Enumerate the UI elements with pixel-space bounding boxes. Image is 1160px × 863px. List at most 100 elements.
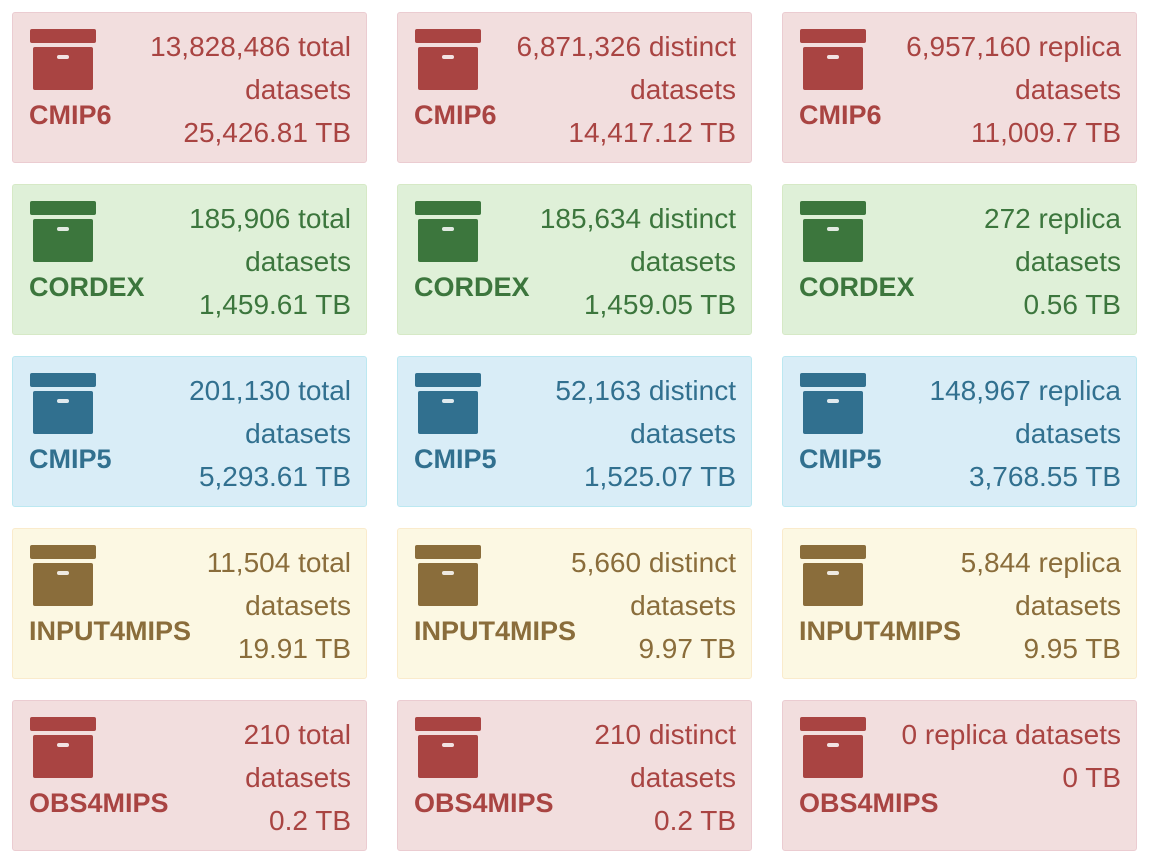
stat-text: 0 replica datasets 0 TB bbox=[902, 713, 1121, 799]
stat-count: 11,504 total bbox=[206, 547, 351, 578]
stat-card-obs4mips-total: OBS4MIPS 210 total datasets 0.2 TB bbox=[12, 700, 367, 851]
stat-card-cmip6-total: CMIP6 13,828,486 total datasets 25,426.8… bbox=[12, 12, 367, 163]
stat-count: 185,906 total bbox=[189, 203, 351, 234]
stat-count: 210 distinct bbox=[594, 719, 736, 750]
project-name: CMIP6 bbox=[29, 100, 112, 130]
stat-unit: datasets bbox=[245, 418, 351, 449]
archive-box-icon bbox=[800, 201, 866, 262]
stat-card-input4mips-replica: INPUT4MIPS 5,844 replica datasets 9.95 T… bbox=[782, 528, 1137, 679]
stat-card-cordex-replica: CORDEX 272 replica datasets 0.56 TB bbox=[782, 184, 1137, 335]
project-name: OBS4MIPS bbox=[414, 788, 554, 818]
stat-size: 0 TB bbox=[1062, 762, 1121, 793]
stat-text: 148,967 replica datasets 3,768.55 TB bbox=[930, 369, 1121, 498]
stat-unit: datasets bbox=[245, 590, 351, 621]
project-name: INPUT4MIPS bbox=[799, 616, 962, 646]
project-name: OBS4MIPS bbox=[29, 788, 169, 818]
stat-unit: datasets bbox=[245, 246, 351, 277]
stat-count: 272 replica bbox=[984, 203, 1121, 234]
stat-count: 6,871,326 distinct bbox=[516, 31, 737, 62]
stat-size: 1,525.07 TB bbox=[583, 461, 736, 492]
stat-unit: datasets bbox=[630, 762, 736, 793]
stat-count: 6,957,160 replica bbox=[906, 31, 1121, 62]
stat-card-cordex-distinct: CORDEX 185,634 distinct datasets 1,459.0… bbox=[397, 184, 752, 335]
stat-unit: datasets bbox=[630, 74, 736, 105]
stat-count: 52,163 distinct bbox=[555, 375, 736, 406]
archive-box-icon bbox=[415, 373, 481, 434]
archive-box-icon bbox=[415, 717, 481, 778]
stat-count: 148,967 replica bbox=[929, 375, 1121, 406]
stat-size: 14,417.12 TB bbox=[568, 117, 736, 148]
stat-text: 185,906 total datasets 1,459.61 TB bbox=[189, 197, 351, 326]
archive-box-icon bbox=[800, 717, 866, 778]
stat-text: 210 distinct datasets 0.2 TB bbox=[594, 713, 736, 842]
project-name: CORDEX bbox=[414, 272, 530, 302]
stat-unit: datasets bbox=[245, 762, 351, 793]
stat-size: 9.95 TB bbox=[1023, 633, 1121, 664]
archive-box-icon bbox=[30, 545, 96, 606]
stat-count: 210 total bbox=[243, 719, 351, 750]
stat-size: 9.97 TB bbox=[638, 633, 736, 664]
stat-size: 3,768.55 TB bbox=[968, 461, 1121, 492]
stat-card-input4mips-total: INPUT4MIPS 11,504 total datasets 19.91 T… bbox=[12, 528, 367, 679]
stat-card-cmip6-distinct: CMIP6 6,871,326 distinct datasets 14,417… bbox=[397, 12, 752, 163]
stat-card-obs4mips-replica: OBS4MIPS 0 replica datasets 0 TB bbox=[782, 700, 1137, 851]
stat-count: 5,844 replica bbox=[960, 547, 1121, 578]
project-name: OBS4MIPS bbox=[799, 788, 939, 818]
stat-unit: datasets bbox=[1015, 590, 1121, 621]
stat-card-cmip5-total: CMIP5 201,130 total datasets 5,293.61 TB bbox=[12, 356, 367, 507]
stat-text: 5,660 distinct datasets 9.97 TB bbox=[571, 541, 736, 670]
stat-unit: datasets bbox=[1015, 246, 1121, 277]
archive-box-icon bbox=[800, 373, 866, 434]
project-name: CMIP5 bbox=[414, 444, 497, 474]
stat-count: 13,828,486 total bbox=[150, 31, 351, 62]
dataset-stats-grid: CMIP6 13,828,486 total datasets 25,426.8… bbox=[12, 12, 1137, 851]
project-name: CMIP6 bbox=[414, 100, 497, 130]
archive-box-icon bbox=[30, 29, 96, 90]
stat-text: 13,828,486 total datasets 25,426.81 TB bbox=[150, 25, 351, 154]
stat-text: 6,871,326 distinct datasets 14,417.12 TB bbox=[517, 25, 737, 154]
stat-unit: datasets bbox=[1015, 418, 1121, 449]
archive-box-icon bbox=[415, 29, 481, 90]
project-name: CMIP5 bbox=[799, 444, 882, 474]
archive-box-icon bbox=[30, 373, 96, 434]
stat-unit: datasets bbox=[1015, 74, 1121, 105]
stat-size: 0.2 TB bbox=[269, 805, 351, 836]
archive-box-icon bbox=[415, 545, 481, 606]
stat-unit: datasets bbox=[245, 74, 351, 105]
stat-size: 0.2 TB bbox=[654, 805, 736, 836]
stat-card-cmip5-distinct: CMIP5 52,163 distinct datasets 1,525.07 … bbox=[397, 356, 752, 507]
archive-box-icon bbox=[415, 201, 481, 262]
stat-card-cordex-total: CORDEX 185,906 total datasets 1,459.61 T… bbox=[12, 184, 367, 335]
stat-text: 210 total datasets 0.2 TB bbox=[244, 713, 351, 842]
stat-text: 11,504 total datasets 19.91 TB bbox=[207, 541, 351, 670]
stat-card-cmip5-replica: CMIP5 148,967 replica datasets 3,768.55 … bbox=[782, 356, 1137, 507]
stat-card-obs4mips-distinct: OBS4MIPS 210 distinct datasets 0.2 TB bbox=[397, 700, 752, 851]
stat-size: 1,459.61 TB bbox=[198, 289, 351, 320]
stat-size: 11,009.7 TB bbox=[971, 117, 1121, 148]
stat-count: 0 replica datasets bbox=[901, 719, 1121, 750]
archive-box-icon bbox=[800, 545, 866, 606]
project-name: INPUT4MIPS bbox=[29, 616, 192, 646]
stat-size: 0.56 TB bbox=[1023, 289, 1121, 320]
stat-text: 185,634 distinct datasets 1,459.05 TB bbox=[540, 197, 736, 326]
stat-unit: datasets bbox=[630, 246, 736, 277]
stat-size: 25,426.81 TB bbox=[183, 117, 351, 148]
stat-count: 5,660 distinct bbox=[571, 547, 736, 578]
stat-size: 5,293.61 TB bbox=[198, 461, 351, 492]
archive-box-icon bbox=[30, 201, 96, 262]
archive-box-icon bbox=[800, 29, 866, 90]
stat-unit: datasets bbox=[630, 590, 736, 621]
project-name: CMIP5 bbox=[29, 444, 112, 474]
stat-text: 5,844 replica datasets 9.95 TB bbox=[961, 541, 1121, 670]
stat-text: 52,163 distinct datasets 1,525.07 TB bbox=[555, 369, 736, 498]
archive-box-icon bbox=[30, 717, 96, 778]
project-name: INPUT4MIPS bbox=[414, 616, 577, 646]
stat-size: 19.91 TB bbox=[237, 633, 351, 664]
stat-card-input4mips-distinct: INPUT4MIPS 5,660 distinct datasets 9.97 … bbox=[397, 528, 752, 679]
stat-text: 201,130 total datasets 5,293.61 TB bbox=[189, 369, 351, 498]
stat-count: 201,130 total bbox=[189, 375, 351, 406]
project-name: CORDEX bbox=[29, 272, 145, 302]
stat-count: 185,634 distinct bbox=[539, 203, 736, 234]
stat-text: 6,957,160 replica datasets 11,009.7 TB bbox=[906, 25, 1121, 154]
stat-text: 272 replica datasets 0.56 TB bbox=[984, 197, 1121, 326]
